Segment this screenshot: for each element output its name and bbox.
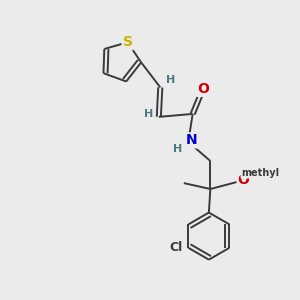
Text: S: S xyxy=(123,35,133,49)
Text: Cl: Cl xyxy=(169,242,183,254)
Text: H: H xyxy=(173,144,183,154)
Text: H: H xyxy=(144,109,153,119)
Text: N: N xyxy=(186,134,198,147)
Text: O: O xyxy=(197,82,209,96)
Text: H: H xyxy=(166,75,175,85)
Text: methyl: methyl xyxy=(241,168,280,178)
Text: O: O xyxy=(238,173,250,187)
